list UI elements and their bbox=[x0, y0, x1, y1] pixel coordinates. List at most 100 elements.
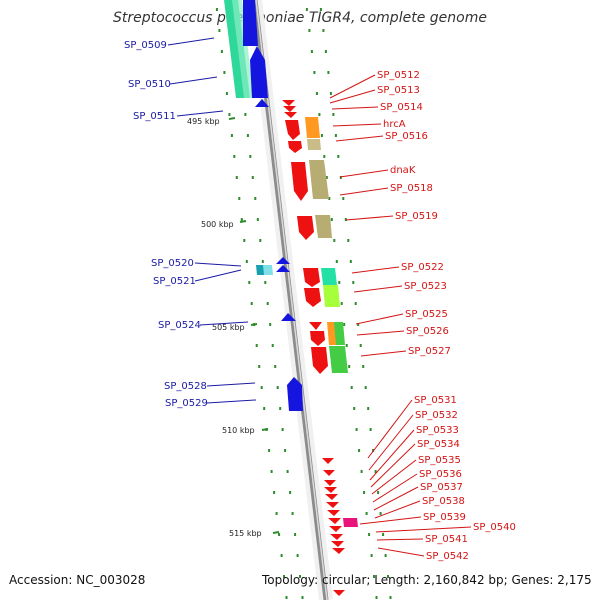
gene-label-right[interactable]: SP_0534 bbox=[417, 439, 460, 450]
gene-label-left[interactable]: SP_0520 bbox=[151, 258, 194, 269]
gene-label-right[interactable]: SP_0535 bbox=[418, 455, 461, 466]
track-dot bbox=[367, 407, 370, 410]
gene-arrow-reverse bbox=[325, 494, 338, 500]
gene-label-right[interactable]: SP_0539 bbox=[423, 512, 466, 523]
gene-arrow-reverse bbox=[311, 347, 328, 374]
gene-label-right[interactable]: SP_0540 bbox=[473, 522, 516, 533]
track-dot bbox=[274, 365, 277, 368]
track-dot bbox=[240, 218, 243, 221]
gene-arrow-reverse bbox=[309, 322, 322, 330]
gene-label-left[interactable]: SP_0521 bbox=[153, 276, 196, 287]
track-dot bbox=[365, 512, 368, 515]
map-title: Streptococcus pneumoniae TIGR4, complete… bbox=[113, 10, 487, 26]
gene-label-right[interactable]: SP_0514 bbox=[380, 102, 423, 113]
track-dot bbox=[275, 512, 278, 515]
gene-arrow-reverse bbox=[328, 518, 341, 524]
left-gene-labels: SP_0509 SP_0510 SP_0511 SP_0520 SP_0521 … bbox=[124, 40, 208, 409]
gene-label-right[interactable]: SP_0526 bbox=[406, 326, 449, 337]
track-dot bbox=[352, 281, 355, 284]
track-dot bbox=[364, 386, 367, 389]
gene-arrow-reverse bbox=[324, 480, 336, 486]
track-dot bbox=[296, 554, 299, 557]
track-dot bbox=[228, 113, 231, 116]
gene-label-right[interactable]: dnaK bbox=[390, 165, 416, 176]
track-dot bbox=[343, 323, 346, 326]
gene-label-right[interactable]: SP_0512 bbox=[377, 70, 420, 81]
track-dot bbox=[225, 92, 228, 95]
gene-arrow-reverse bbox=[288, 141, 302, 153]
gene-arrow-reverse bbox=[303, 268, 320, 287]
gene-label-right[interactable]: SP_0522 bbox=[401, 262, 444, 273]
track-dot bbox=[250, 302, 253, 305]
kbp-tick-label: 495 kbp bbox=[187, 117, 220, 126]
track-dot bbox=[382, 533, 385, 536]
track-dot bbox=[373, 575, 375, 578]
track-dot bbox=[350, 386, 353, 389]
gene-label-right[interactable]: SP_0542 bbox=[426, 551, 469, 562]
gene-label-left[interactable]: SP_0529 bbox=[165, 398, 208, 409]
track-dot bbox=[337, 155, 340, 158]
track-dot bbox=[276, 386, 279, 389]
track-dot bbox=[283, 575, 285, 578]
track-dot bbox=[360, 470, 363, 473]
track-dot bbox=[330, 218, 333, 221]
gene-label-left[interactable]: SP_0528 bbox=[164, 381, 207, 392]
kbp-tick-label: 505 kbp bbox=[212, 323, 245, 332]
gene-label-right[interactable]: SP_0513 bbox=[377, 85, 420, 96]
gene-label-right[interactable]: SP_0525 bbox=[405, 309, 448, 320]
track-dot bbox=[238, 197, 241, 200]
gene-label-left[interactable]: SP_0524 bbox=[158, 320, 201, 331]
gene-arrow-reverse bbox=[282, 100, 295, 106]
track-dot bbox=[359, 344, 362, 347]
gene-label-right[interactable]: SP_0536 bbox=[419, 469, 462, 480]
gene-arrow-forward bbox=[255, 99, 269, 107]
gene-label-left[interactable]: SP_0510 bbox=[128, 79, 171, 90]
gene-label-right[interactable]: SP_0519 bbox=[395, 211, 438, 222]
track-dot bbox=[263, 407, 266, 410]
track-dot bbox=[319, 8, 322, 11]
track-dot bbox=[333, 239, 336, 242]
gene-arrow-forward bbox=[276, 257, 290, 264]
track-dot bbox=[308, 29, 311, 32]
kbp-tick-label: 500 kbp bbox=[201, 220, 234, 229]
gene-label-right[interactable]: SP_0532 bbox=[415, 410, 458, 421]
track-dot bbox=[261, 260, 264, 263]
track-dot bbox=[294, 533, 297, 536]
cog-block bbox=[329, 346, 348, 373]
track-dot bbox=[328, 197, 331, 200]
track-dot bbox=[254, 197, 257, 200]
track-dot bbox=[251, 176, 254, 179]
track-dot bbox=[258, 365, 261, 368]
track-dot bbox=[389, 596, 392, 599]
track-dot bbox=[384, 554, 387, 557]
gene-label-left[interactable]: SP_0511 bbox=[133, 111, 176, 122]
gene-label-right[interactable]: SP_0537 bbox=[420, 482, 463, 493]
gene-arrow-forward bbox=[287, 377, 303, 411]
track-dot bbox=[325, 176, 328, 179]
gene-label-right[interactable]: SP_0527 bbox=[408, 346, 451, 357]
track-dot bbox=[340, 302, 343, 305]
gene-label-right[interactable]: SP_0538 bbox=[422, 496, 465, 507]
kbp-tick-label: 515 kbp bbox=[229, 529, 262, 538]
gene-label-right[interactable]: SP_0531 bbox=[414, 395, 457, 406]
track-dot bbox=[313, 71, 316, 74]
gene-label-left[interactable]: SP_0509 bbox=[124, 40, 167, 51]
gene-label-right[interactable]: SP_0533 bbox=[416, 425, 459, 436]
gene-label-right[interactable]: SP_0516 bbox=[385, 131, 428, 142]
gene-label-right[interactable]: SP_0541 bbox=[425, 534, 468, 545]
track-dot bbox=[268, 449, 271, 452]
gene-arrow-reverse bbox=[285, 120, 300, 140]
gene-arrow-reverse bbox=[329, 526, 342, 532]
track-dot bbox=[299, 575, 301, 578]
gene-arrow-reverse bbox=[330, 534, 343, 540]
gene-label-right[interactable]: SP_0523 bbox=[404, 281, 447, 292]
cog-block bbox=[307, 139, 321, 150]
track-dot bbox=[368, 533, 371, 536]
track-dot bbox=[289, 491, 292, 494]
track-dot bbox=[269, 323, 272, 326]
track-dot bbox=[218, 29, 221, 32]
gene-arrow-reverse bbox=[326, 502, 339, 508]
gene-label-right[interactable]: SP_0518 bbox=[390, 183, 433, 194]
gene-label-right[interactable]: hrcA bbox=[383, 119, 406, 130]
